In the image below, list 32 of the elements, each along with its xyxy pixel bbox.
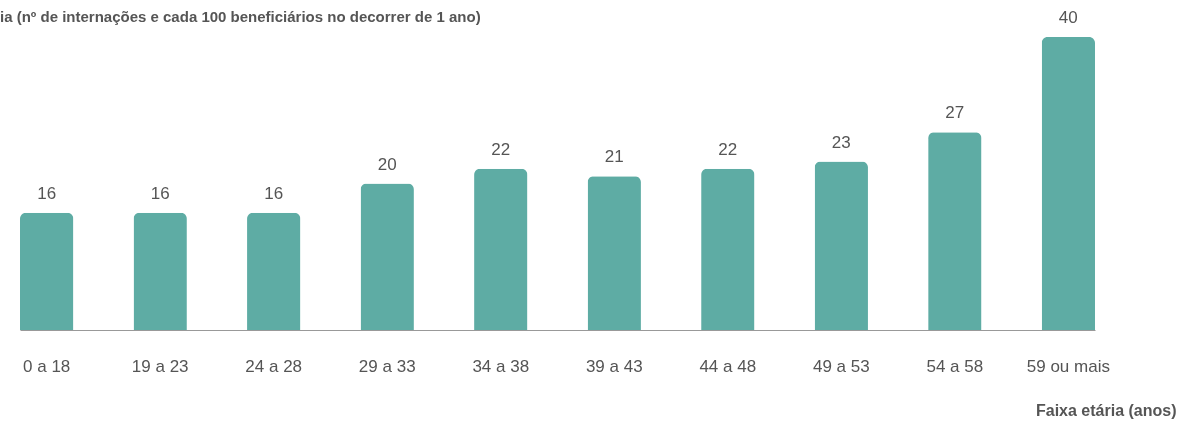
data-label: 21 [604, 147, 624, 167]
bar [247, 212, 301, 330]
x-tick-label: 59 ou mais [1026, 356, 1110, 376]
data-label: 16 [264, 183, 284, 203]
x-tick-label: 19 a 23 [131, 356, 189, 376]
x-axis-title: Faixa etária (anos) [1036, 401, 1177, 419]
x-tick-label: 44 a 48 [699, 356, 757, 376]
x-tick-label: 34 a 38 [472, 356, 530, 376]
bar [1041, 37, 1095, 330]
data-label: 40 [1058, 8, 1078, 27]
data-label: 27 [945, 103, 965, 123]
data-label: 23 [831, 132, 851, 152]
data-label: 22 [718, 139, 738, 159]
data-label: 16 [150, 183, 170, 203]
data-label: 16 [37, 183, 57, 203]
bar [814, 161, 868, 330]
x-tick-label: 39 a 43 [585, 356, 643, 376]
bar [360, 183, 414, 330]
x-tick-label: 24 a 28 [245, 356, 303, 376]
bar [133, 212, 187, 330]
x-tick-label: 29 a 33 [358, 356, 416, 376]
bar [474, 168, 528, 330]
data-label: 20 [377, 154, 397, 174]
bar [20, 212, 74, 330]
bar [587, 176, 641, 330]
chart-title: ia (nº de internações e cada 100 beneficiários no decorrer de 1 ano) [0, 8, 481, 25]
bar [928, 132, 982, 330]
data-label: 22 [491, 139, 511, 159]
bar [701, 168, 755, 330]
x-tick-label: 54 a 58 [926, 356, 984, 376]
x-tick-label: 0 a 18 [23, 356, 71, 376]
x-tick-label: 49 a 53 [812, 356, 870, 376]
